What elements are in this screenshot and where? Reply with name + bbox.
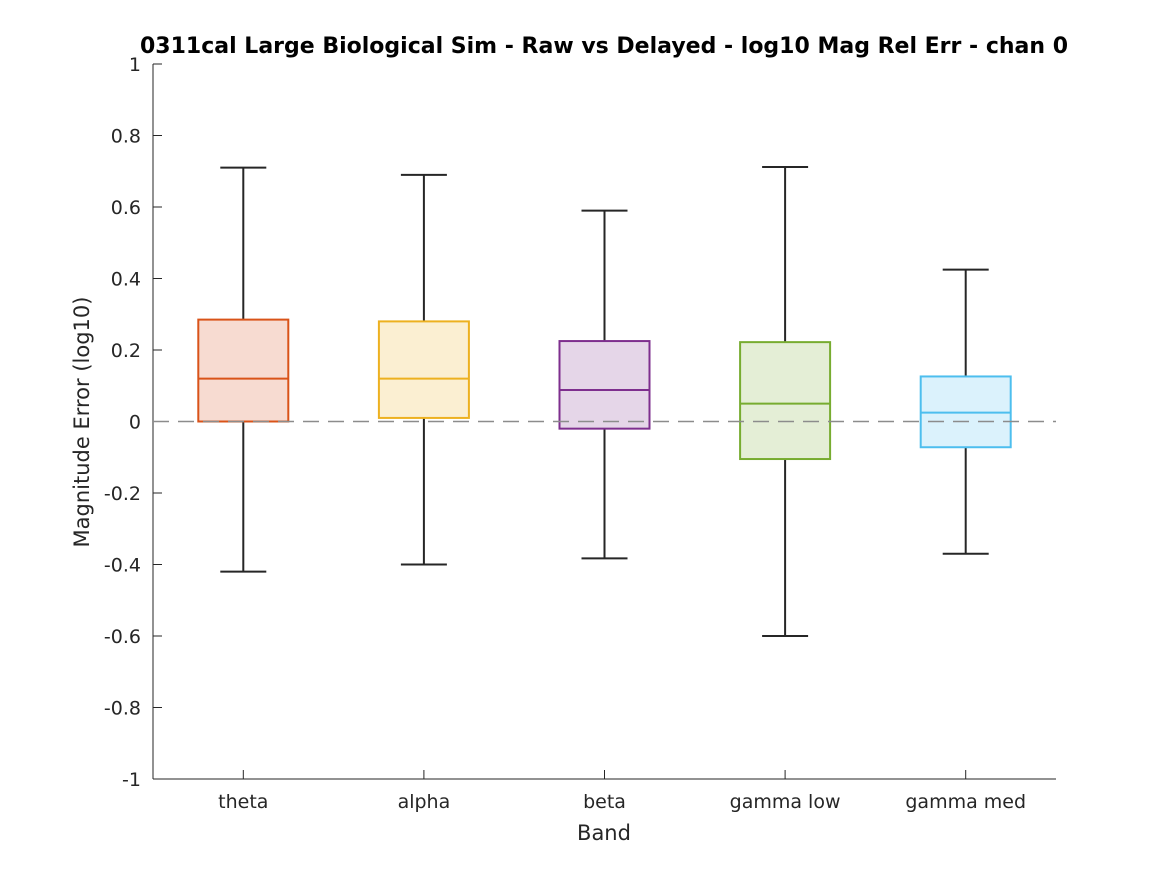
x-tick-label: beta [583,791,626,813]
y-tick-label: -0.8 [104,698,141,720]
y-tick-label: -0.4 [104,555,141,577]
y-tick-label: -0.6 [104,626,141,648]
chart-title: 0311cal Large Biological Sim - Raw vs De… [140,34,1068,59]
y-tick-label: 0.4 [111,269,141,291]
x-tick-label: gamma low [730,791,841,813]
box-theta [197,318,290,423]
box-gamma-low [739,341,832,461]
y-tick-label: 0.8 [111,126,141,148]
box-alpha [377,320,470,419]
y-axis-label: Magnitude Error (log10) [70,297,94,548]
y-tick-label: 0 [129,412,141,434]
y-tick-label: 0.2 [111,340,141,362]
box-beta [558,340,651,430]
x-tick-label: alpha [398,791,451,813]
x-axis-label: Band [577,821,631,845]
plot-area: -1 -0.8 -0.6 -0.4 -0.2 0 0.2 0.4 0.6 0.8 1 theta alp… [104,54,1056,813]
y-tick-label: -1 [122,769,141,791]
x-tick-label: theta [218,791,268,813]
x-tick-label: gamma med [905,791,1026,813]
y-tick-label: -0.2 [104,483,141,505]
y-tick-label: 0.6 [111,197,141,219]
y-tick-label: 1 [129,54,141,76]
